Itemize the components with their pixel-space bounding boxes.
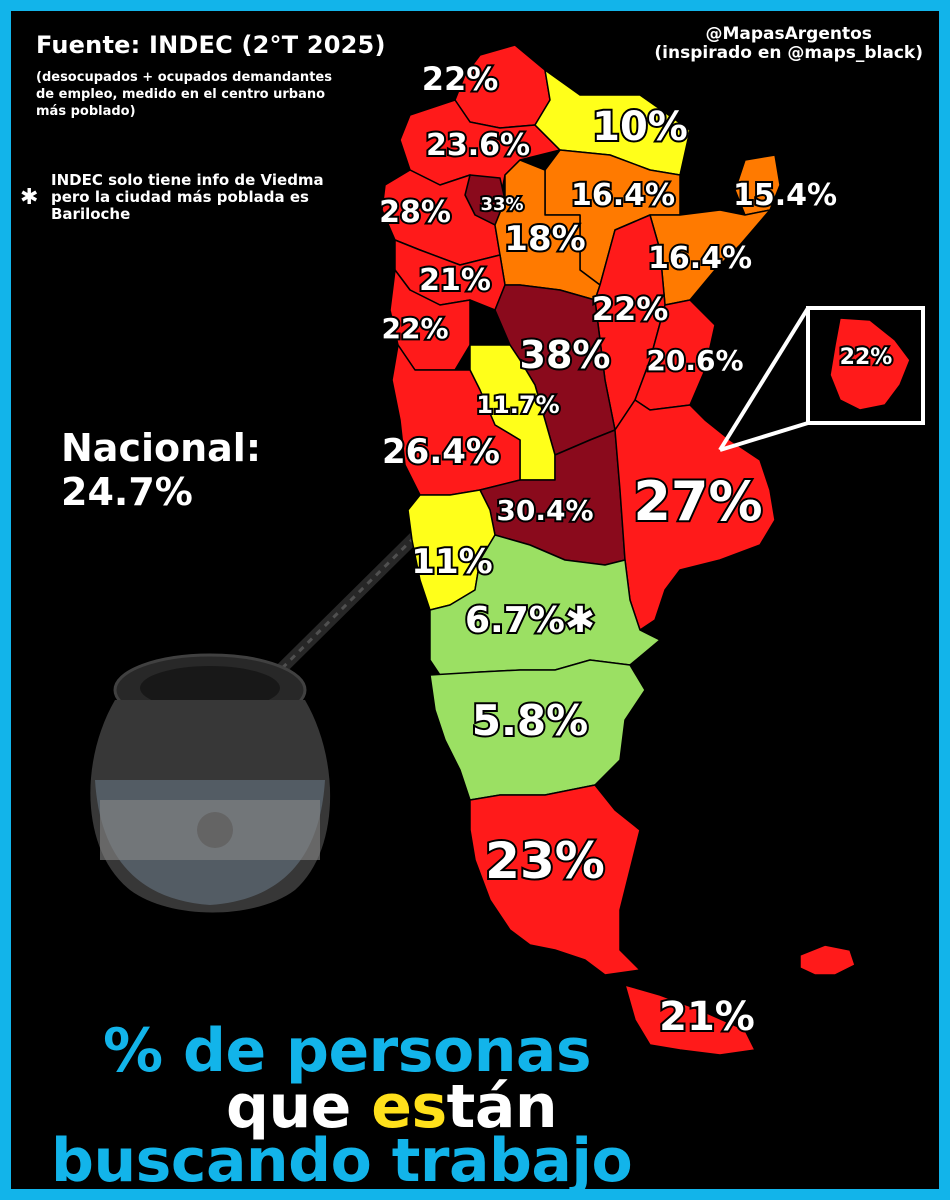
region-value-label: 23% bbox=[485, 832, 605, 890]
region-value-label: 27% bbox=[633, 470, 762, 533]
region-tierra-del-fuego bbox=[624, 984, 756, 1056]
region-value-label: 28% bbox=[379, 195, 451, 230]
region-malvinas bbox=[799, 944, 856, 976]
title-line-3: buscando trabajo bbox=[51, 1126, 633, 1196]
national-label: Nacional: bbox=[61, 426, 262, 470]
national-value: 24.7% bbox=[61, 470, 193, 514]
region-santa-cruz bbox=[469, 784, 641, 976]
national-rate: Nacional: 24.7% bbox=[61, 426, 261, 514]
mate-icon bbox=[90, 506, 446, 913]
region-value-label: 6.7%✱ bbox=[465, 600, 595, 641]
region-value-label: 30.4% bbox=[496, 494, 593, 527]
title-line-2-a: que bbox=[226, 1072, 372, 1142]
region-value-label: 18% bbox=[504, 219, 585, 259]
credit-inspired: (inspirado en @maps_black) bbox=[654, 43, 923, 63]
region-value-label: 22% bbox=[422, 60, 499, 98]
title-line-2-highlight: es bbox=[371, 1072, 447, 1142]
source-description: (desocupados + ocupados demandantes de e… bbox=[36, 70, 332, 119]
region-value-label: 22% bbox=[592, 290, 669, 328]
region-value-label: 5.8% bbox=[472, 696, 588, 745]
region-value-label: 21% bbox=[659, 994, 755, 1040]
region-value-label: 16.4% bbox=[648, 241, 752, 276]
region-san-juan bbox=[389, 269, 471, 371]
credit-handle: @MapasArgentos bbox=[705, 24, 872, 44]
credit-block: @MapasArgentos (inspirado en @maps_black… bbox=[654, 25, 923, 63]
region-value-label: 26.4% bbox=[382, 432, 500, 472]
sun-of-may-icon bbox=[197, 812, 233, 848]
region-value-label: 33% bbox=[480, 194, 523, 215]
title-line-1: % de personas bbox=[103, 1016, 592, 1086]
region-caba bbox=[829, 317, 911, 411]
source-title: Fuente: INDEC (2°T 2025) bbox=[36, 31, 386, 59]
region-value-label: 21% bbox=[419, 263, 491, 298]
region-chubut bbox=[429, 659, 646, 801]
region-value-label: 11% bbox=[411, 542, 492, 582]
region-value-label: 20.6% bbox=[646, 344, 743, 377]
asterisk-icon: ✱ bbox=[20, 185, 39, 210]
region-value-label: 11.7% bbox=[476, 391, 559, 419]
region-value-label: 22% bbox=[840, 345, 893, 370]
footnote: INDEC solo tiene info de Viedma pero la … bbox=[51, 171, 324, 223]
region-value-label: 22% bbox=[381, 312, 448, 345]
region-value-label: 38% bbox=[520, 333, 611, 377]
region-labels: 22% 23.6% 10% 16.4% 15.4% 33% 28% 18% 16.4% 21% 22… bbox=[377, 58, 894, 1042]
title-line-2: que están bbox=[226, 1077, 558, 1137]
bombilla-straw bbox=[254, 506, 446, 696]
region-value-label: 15.4% bbox=[733, 178, 837, 213]
region-value-label: 16.4% bbox=[571, 178, 675, 213]
region-value-label: 10% bbox=[592, 104, 688, 150]
region-value-label: 23.6% bbox=[426, 128, 530, 163]
title-line-2-c: tán bbox=[446, 1072, 558, 1142]
